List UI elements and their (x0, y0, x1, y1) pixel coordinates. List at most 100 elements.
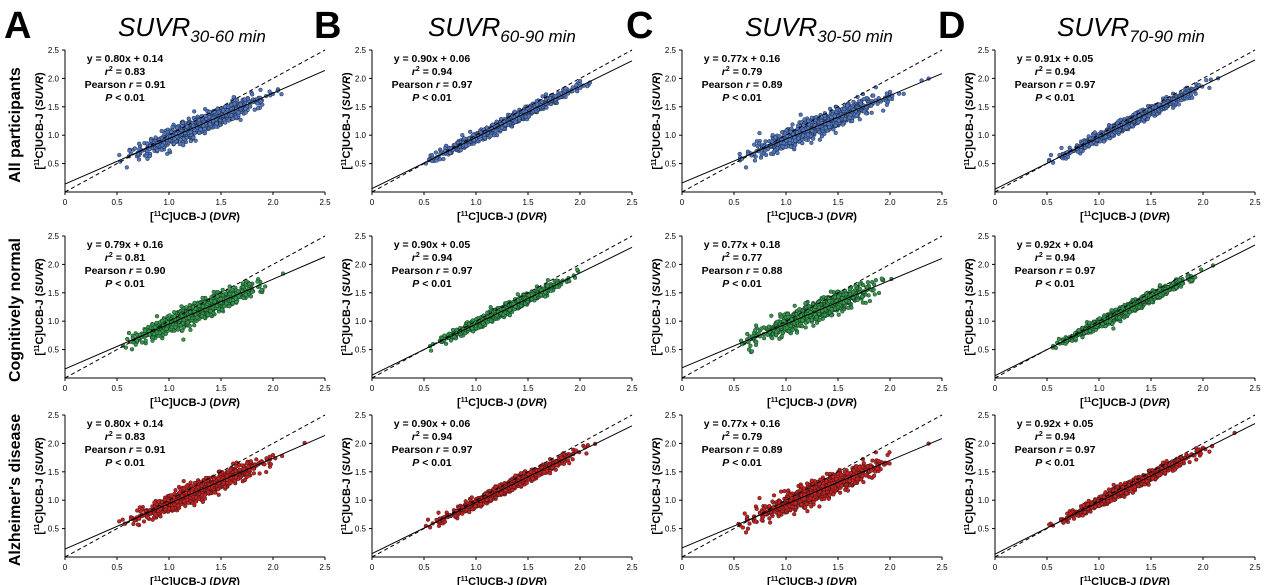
scatter-point (150, 338, 155, 343)
r-squared-value: 0.79 (742, 66, 763, 78)
scatter-point (227, 284, 232, 289)
x-tick-label: 1.0 (163, 198, 175, 207)
x-tick-label: 2.0 (267, 384, 279, 393)
scatter-point (200, 295, 205, 300)
scatter-point (133, 342, 138, 347)
scatter-point (1103, 134, 1108, 139)
scatter-point (250, 92, 255, 97)
column-title-subscript: 30-50 min (817, 27, 893, 46)
regression-equation: y = 0.79x + 0.16 (87, 239, 164, 251)
scatter-point (236, 289, 241, 294)
scatter-point (1059, 145, 1064, 150)
pearson-value: 0.89 (762, 79, 783, 91)
y-tick-label: 1.5 (665, 103, 677, 112)
y-tick-label: 1.0 (355, 131, 367, 140)
scatter-point (857, 117, 862, 122)
r-squared-equals: = (730, 66, 742, 78)
r-squared-equals: = (113, 66, 125, 78)
scatter-point (263, 284, 268, 289)
scatter-point (181, 337, 186, 342)
pearson-label: Pearson (1015, 79, 1059, 91)
scatter-point (243, 106, 248, 111)
y-tick-label: 2.0 (355, 260, 367, 269)
x-tick-label: 0.5 (418, 198, 430, 207)
row-label: Alzheimer's disease (7, 414, 24, 566)
scatter-point (164, 326, 169, 331)
scatter-point (230, 116, 235, 121)
scatter-point (833, 130, 838, 135)
scatter-point (832, 113, 837, 119)
scatter-point (223, 104, 228, 109)
y-axis-label-text: C]UCB-J ( (34, 106, 46, 158)
x-axis-label-italic: DVR (213, 397, 236, 409)
scatter-point (207, 122, 212, 127)
scatter-point (192, 300, 197, 305)
scatter-point (192, 109, 197, 114)
x-tick-label: 1.0 (780, 198, 792, 207)
x-tick-label: 2.5 (626, 384, 638, 393)
scatter-point (845, 103, 850, 108)
scatter-point (1138, 108, 1143, 113)
scatter-point (198, 127, 203, 132)
scatter-panel-c-1: 0 0.5 1.0 1.5 2.0 2.50.51.01.52.02.5[11C]UCB-… (651, 46, 948, 223)
pearson-label: Pearson (702, 79, 746, 91)
x-axis-label-superscript: 11 (1084, 211, 1092, 218)
y-tick-label: 1.0 (665, 131, 677, 140)
x-axis-label-superscript: 11 (154, 211, 162, 218)
scatter-point (267, 89, 272, 94)
scatter-point (248, 294, 254, 299)
panel-letter-c: C (626, 5, 653, 47)
y-axis-label-suffix: ) (341, 72, 353, 76)
scatter-point (1048, 152, 1054, 158)
scatter-point (773, 135, 778, 140)
y-axis-label: [11C]UCB-J (SUVR) (34, 258, 46, 356)
x-tick-label: 1.5 (215, 198, 227, 207)
scatter-point (236, 110, 241, 115)
scatter-point (192, 323, 197, 328)
scatter-point (143, 338, 148, 343)
scatter-point (795, 123, 801, 128)
pearson-label: Pearson (392, 79, 436, 91)
x-tick-label: 1.0 (470, 384, 482, 393)
scatter-point (433, 150, 438, 155)
x-axis-label: [11C]UCB-J (DVR) (150, 211, 240, 223)
scatter-point (180, 120, 185, 125)
x-tick-label: 0 (370, 384, 375, 393)
column-title-d: SUVR70-90 min (1057, 12, 1205, 46)
x-tick-label: 0.5 (418, 384, 430, 393)
x-tick-label: 2.5 (1249, 198, 1261, 207)
scatter-point (252, 107, 257, 112)
scatter-point (170, 124, 175, 130)
x-axis-label-italic: DVR (830, 211, 853, 223)
p-value-text: < 0.01 (112, 278, 145, 290)
scatter-point (233, 296, 238, 301)
x-axis-label: [11C]UCB-J (DVR) (457, 211, 547, 223)
y-tick-label: 2.0 (48, 260, 60, 269)
scatter-point (159, 147, 164, 152)
column-title-subscript: 30-60 min (190, 27, 266, 46)
r-squared: r2 = 0.83 (105, 66, 146, 78)
scatter-point (574, 89, 580, 94)
y-axis-label-superscript: 11 (341, 158, 348, 166)
y-tick-label: 1.0 (48, 317, 60, 326)
scatter-point (805, 132, 811, 137)
scatter-point (1101, 139, 1106, 144)
scatter-point (188, 139, 193, 144)
scatter-point (212, 299, 217, 304)
scatter-point (207, 114, 212, 120)
y-tick-label: 0.5 (978, 160, 990, 169)
row-label: Cognitively normal (7, 238, 24, 382)
r-squared-value: 0.83 (125, 66, 146, 78)
y-tick-label: 0.5 (355, 160, 367, 169)
y-axis-label: [11C]UCB-J (SUVR) (34, 72, 46, 170)
scatter-point (214, 121, 219, 126)
r-squared-value: 0.94 (1055, 66, 1076, 78)
scatter-point (127, 148, 132, 153)
pearson-equals: = (440, 79, 452, 91)
scatter-point (1089, 141, 1094, 146)
x-axis-label-text: C]UCB-J ( (161, 397, 213, 409)
x-axis-label-suffix: ) (853, 211, 857, 223)
scatter-point (790, 122, 795, 127)
scatter-point (833, 123, 838, 128)
scatter-point (763, 139, 768, 144)
